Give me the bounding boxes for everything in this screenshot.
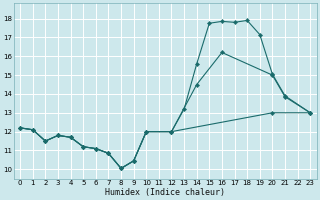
X-axis label: Humidex (Indice chaleur): Humidex (Indice chaleur) [105,188,225,197]
